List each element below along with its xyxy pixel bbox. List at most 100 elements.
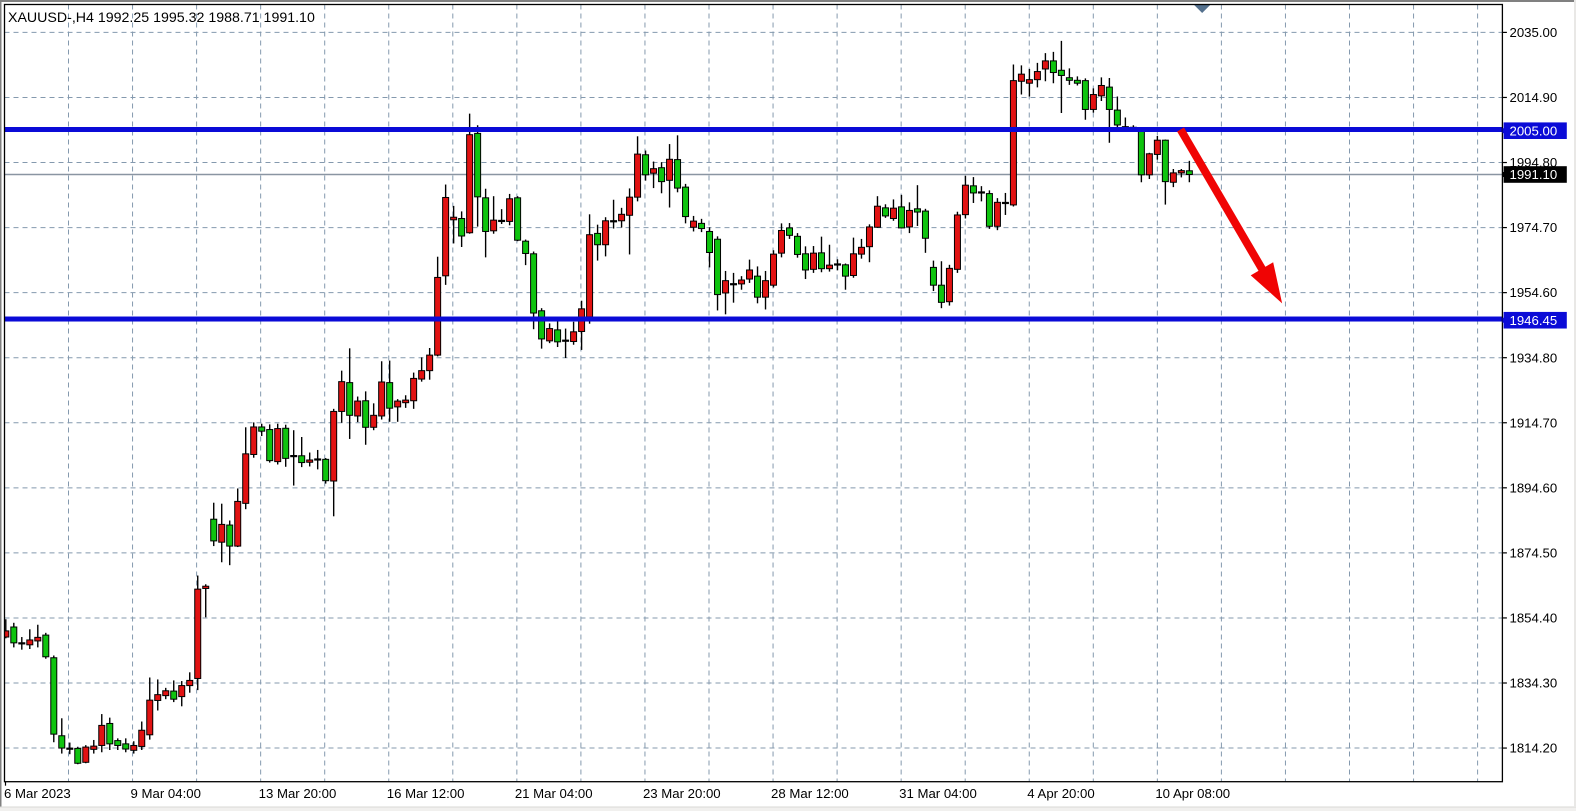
candle[interactable] [154, 679, 162, 711]
candle[interactable] [778, 223, 786, 258]
candle[interactable] [362, 391, 370, 445]
candle[interactable] [250, 422, 258, 458]
candle[interactable] [738, 276, 746, 290]
candle[interactable] [1161, 139, 1169, 205]
candle[interactable] [106, 717, 114, 751]
candle[interactable] [178, 681, 186, 707]
candle[interactable] [1089, 88, 1097, 113]
candle[interactable] [394, 399, 402, 422]
price-scale[interactable]: 2035.002014.901994.801974.701954.601934.… [1502, 25, 1567, 756]
candle[interactable] [674, 135, 682, 193]
candle[interactable] [1137, 129, 1145, 183]
candle[interactable] [722, 270, 730, 315]
candle[interactable] [530, 251, 538, 330]
candle[interactable] [138, 721, 146, 751]
candle[interactable] [706, 227, 714, 268]
candle[interactable] [1113, 96, 1121, 130]
candle[interactable] [961, 175, 969, 219]
time-scale[interactable]: 6 Mar 2023 9 Mar 04:00 13 Mar 20:00 16 Mar … [4, 781, 1230, 801]
candle[interactable] [298, 437, 306, 468]
candle[interactable] [610, 199, 618, 229]
candle[interactable] [370, 403, 378, 431]
candle[interactable] [1025, 68, 1033, 97]
candle[interactable] [913, 185, 921, 226]
candle[interactable] [825, 244, 833, 272]
candle[interactable] [730, 272, 738, 303]
candle[interactable] [849, 237, 857, 278]
candle[interactable] [985, 190, 993, 229]
candle[interactable] [290, 430, 298, 486]
candle[interactable] [650, 161, 658, 189]
candle[interactable] [434, 256, 442, 357]
candle[interactable] [634, 136, 642, 202]
candle[interactable] [538, 308, 546, 349]
candle[interactable] [746, 259, 754, 283]
candle[interactable] [1097, 77, 1105, 102]
candle[interactable] [618, 207, 626, 228]
candle[interactable] [234, 488, 242, 548]
candle[interactable] [10, 622, 18, 648]
candle[interactable] [929, 260, 937, 292]
candle[interactable] [993, 198, 1001, 231]
candle[interactable] [330, 408, 338, 517]
candle[interactable] [490, 196, 498, 234]
candle[interactable] [354, 396, 362, 423]
candle[interactable] [346, 348, 354, 439]
candle[interactable] [626, 188, 634, 255]
candle[interactable] [794, 233, 802, 258]
candle[interactable] [514, 196, 522, 242]
price-level-line[interactable] [4, 127, 1503, 133]
candle[interactable] [658, 162, 666, 194]
candle[interactable] [897, 194, 905, 229]
candle[interactable] [1041, 53, 1049, 82]
candle[interactable] [522, 239, 530, 266]
candle[interactable] [873, 196, 881, 228]
candle[interactable] [881, 204, 889, 218]
trend-arrow[interactable] [1177, 127, 1283, 304]
candle[interactable] [937, 261, 945, 309]
candle[interactable] [1057, 40, 1065, 113]
candle[interactable] [1001, 192, 1009, 215]
candle[interactable] [42, 632, 50, 659]
candle[interactable] [162, 687, 170, 700]
candle[interactable] [450, 205, 458, 244]
candle[interactable] [146, 677, 154, 740]
candle[interactable] [1153, 135, 1161, 160]
candle[interactable] [1169, 168, 1177, 188]
candle[interactable] [466, 113, 474, 234]
candle[interactable] [74, 746, 82, 765]
candle[interactable] [1081, 78, 1089, 120]
candle[interactable] [1065, 68, 1073, 85]
candle[interactable] [426, 347, 434, 380]
candle[interactable] [386, 360, 394, 422]
candle[interactable] [642, 150, 650, 181]
candle[interactable] [1033, 62, 1041, 88]
candle[interactable] [90, 739, 98, 754]
candle[interactable] [945, 264, 953, 306]
candle[interactable] [666, 144, 674, 208]
plot-area[interactable] [4, 4, 1503, 782]
candle[interactable] [1177, 168, 1185, 178]
candle[interactable] [841, 263, 849, 290]
candle[interactable] [1073, 76, 1081, 86]
candle[interactable] [953, 211, 961, 273]
candle[interactable] [82, 745, 90, 764]
candle[interactable] [833, 259, 841, 271]
candle[interactable] [410, 372, 418, 409]
candle[interactable] [402, 395, 410, 408]
candle[interactable] [130, 741, 138, 754]
candle[interactable] [969, 177, 977, 203]
candle[interactable] [322, 458, 330, 484]
candle[interactable] [770, 250, 778, 288]
candle[interactable] [977, 186, 985, 202]
price-level-line[interactable] [4, 316, 1503, 322]
candle[interactable] [1185, 160, 1193, 183]
candle[interactable] [506, 193, 514, 226]
candle[interactable] [1017, 65, 1025, 95]
candle[interactable] [562, 328, 570, 359]
candle[interactable] [1049, 51, 1057, 84]
candle[interactable] [306, 452, 314, 467]
candle[interactable] [442, 184, 450, 285]
candle[interactable] [554, 321, 562, 348]
candle[interactable] [474, 125, 482, 227]
